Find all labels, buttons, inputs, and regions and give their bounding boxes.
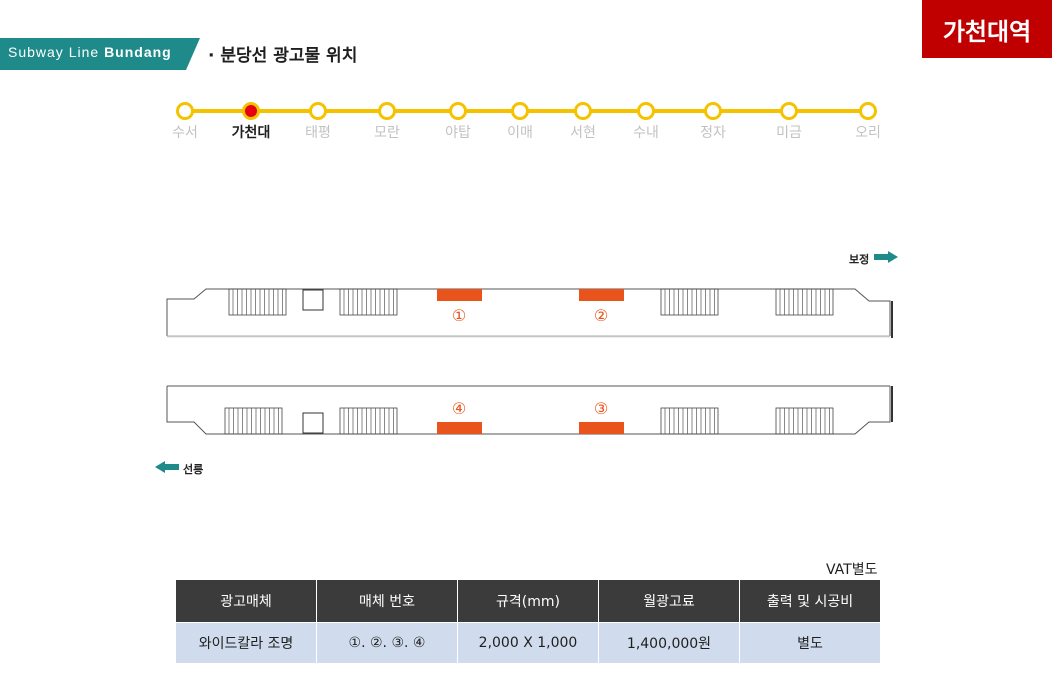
pricing-table: 광고매체 매체 번호 규격(mm) 월광고료 출력 및 시공비 와이드칼라 조명…: [175, 579, 881, 664]
ad-number-1: ①: [452, 306, 466, 325]
ad-number-2: ②: [594, 306, 608, 325]
ad-number-3: ③: [594, 399, 608, 418]
elevator-icon: [303, 413, 323, 433]
vat-note: VAT별도: [826, 559, 877, 579]
left-arrow-icon: [155, 461, 179, 473]
ad-panel-2: [579, 289, 624, 301]
table-cell: 와이드칼라 조명: [176, 623, 317, 664]
table-cell: 1,400,000원: [599, 623, 740, 664]
table-header-row: 광고매체 매체 번호 규격(mm) 월광고료 출력 및 시공비: [176, 580, 881, 623]
table-header-cell: 월광고료: [599, 580, 740, 623]
direction-bottom-label: 선릉: [183, 461, 203, 477]
ad-panel-3: [579, 422, 624, 434]
table-header-cell: 규격(mm): [458, 580, 599, 623]
table-header-cell: 매체 번호: [317, 580, 458, 623]
elevator-icon: [303, 290, 323, 310]
ad-panel-4: [437, 422, 482, 434]
ad-panel-1: [437, 289, 482, 301]
ad-number-4: ④: [452, 399, 466, 418]
table-cell: 2,000 X 1,000: [458, 623, 599, 664]
table-cell: 별도: [740, 623, 881, 664]
table-header-cell: 출력 및 시공비: [740, 580, 881, 623]
table-header-cell: 광고매체: [176, 580, 317, 623]
table-row: 와이드칼라 조명 ①. ②. ③. ④ 2,000 X 1,000 1,400,…: [176, 623, 881, 664]
table-cell: ①. ②. ③. ④: [317, 623, 458, 664]
